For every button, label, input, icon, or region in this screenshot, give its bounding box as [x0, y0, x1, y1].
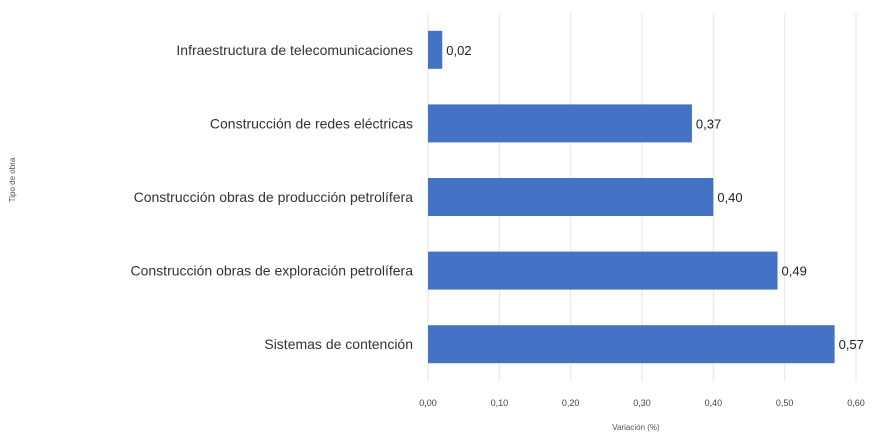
bar [428, 104, 692, 143]
category-label: Construcción obras de exploración petrol… [131, 263, 414, 279]
data-label: 0,49 [782, 264, 807, 279]
x-axis-ticks: 0,00 0,10 0,20 0,30 0,40 0,50 0,60 [419, 398, 865, 408]
category-label: Sistemas de contención [264, 336, 413, 352]
x-tick-label: 0,00 [419, 398, 437, 408]
bar [428, 325, 835, 364]
data-label: 0,37 [696, 116, 721, 131]
x-tick-label: 0,30 [633, 398, 651, 408]
bar [428, 178, 714, 216]
x-tick-label: 0,40 [705, 398, 723, 408]
x-tick-label: 0,60 [847, 398, 865, 408]
x-tick-label: 0,10 [491, 398, 509, 408]
data-label: 0,57 [839, 337, 864, 352]
data-label: 0,40 [717, 190, 742, 205]
category-label: Construcción obras de producción petrolí… [134, 189, 414, 205]
bar-series [428, 30, 835, 364]
x-axis-title: Variación (%) [612, 423, 660, 432]
y-axis-title: Tipo de obra [8, 157, 17, 202]
category-label: Construcción de redes eléctricas [210, 115, 413, 131]
x-tick-label: 0,50 [776, 398, 794, 408]
data-labels: 0,02 0,37 0,40 0,49 0,57 [446, 43, 864, 352]
data-label: 0,02 [446, 43, 471, 58]
x-tick-label: 0,20 [562, 398, 580, 408]
bar [428, 251, 778, 290]
bar [428, 30, 443, 69]
category-labels: Infraestructura de telecomunicaciones Con… [131, 42, 414, 352]
category-label: Infraestructura de telecomunicaciones [176, 42, 413, 58]
